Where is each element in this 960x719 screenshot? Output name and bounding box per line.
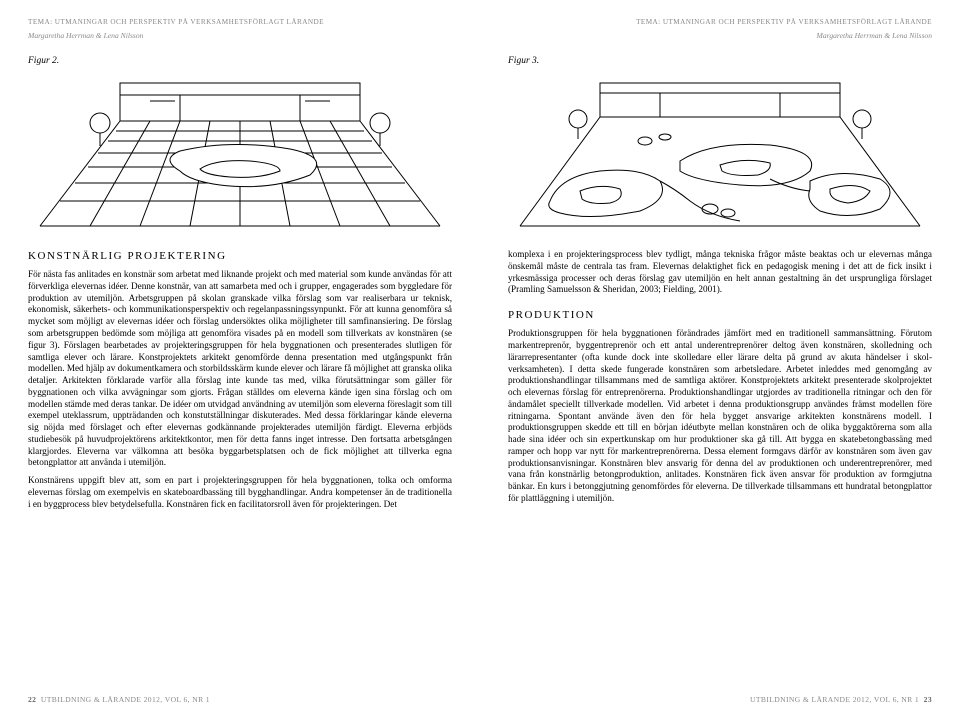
right-body: komplexa i en projekteringsprocess blev … xyxy=(508,249,932,687)
right-text-bottom: Produktionsgruppen för hela byggnationen… xyxy=(508,328,932,504)
page-number-right: 23 xyxy=(924,695,932,704)
footer-right: UTBILDNING & LÄRANDE 2012, VOL 6, NR 1 2… xyxy=(508,687,932,705)
running-sub-left: Margaretha Herrman & Lena Nilsson xyxy=(28,31,452,41)
running-sub-right: Margaretha Herrman & Lena Nilsson xyxy=(508,31,932,41)
right-page: TEMA: UTMANINGAR OCH PERSPEKTIV PÅ VERKS… xyxy=(480,0,960,719)
left-body: KONSTNÄRLIG PROJEKTERING För nästa fas a… xyxy=(28,249,452,687)
figure-2-drawing xyxy=(28,71,452,231)
figure-2-label: Figur 2. xyxy=(28,55,452,67)
figure-3-label: Figur 3. xyxy=(508,55,932,67)
right-text-top: komplexa i en projekteringsprocess blev … xyxy=(508,249,932,296)
section-heading-konstnarlig: KONSTNÄRLIG PROJEKTERING xyxy=(28,249,452,263)
left-p1: För nästa fas anlitades en konstnär som … xyxy=(28,269,452,469)
left-text: För nästa fas anlitades en konstnär som … xyxy=(28,269,452,510)
journal-left: UTBILDNING & LÄRANDE 2012, VOL 6, NR 1 xyxy=(41,695,210,704)
running-head-right: TEMA: UTMANINGAR OCH PERSPEKTIV PÅ VERKS… xyxy=(508,18,932,27)
page-spread: TEMA: UTMANINGAR OCH PERSPEKTIV PÅ VERKS… xyxy=(0,0,960,719)
left-p2: Konstnärens uppgift blev att, som en par… xyxy=(28,475,452,510)
page-number-left: 22 xyxy=(28,695,36,704)
right-p1: komplexa i en projekteringsprocess blev … xyxy=(508,249,932,296)
running-head-left: TEMA: UTMANINGAR OCH PERSPEKTIV PÅ VERKS… xyxy=(28,18,452,27)
left-page: TEMA: UTMANINGAR OCH PERSPEKTIV PÅ VERKS… xyxy=(0,0,480,719)
journal-right: UTBILDNING & LÄRANDE 2012, VOL 6, NR 1 xyxy=(750,695,919,704)
right-p2: Produktionsgruppen för hela byggnationen… xyxy=(508,328,932,504)
section-heading-produktion: PRODUKTION xyxy=(508,308,932,322)
footer-left: 22 UTBILDNING & LÄRANDE 2012, VOL 6, NR … xyxy=(28,687,452,705)
figure-3-drawing xyxy=(508,71,932,231)
